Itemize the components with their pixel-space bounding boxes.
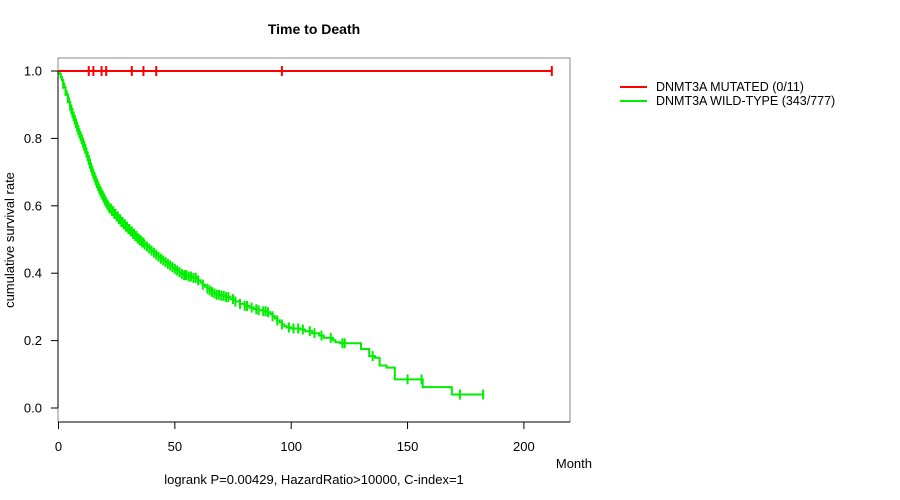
censor-marks-wild-type <box>62 78 485 400</box>
x-tick-label: 200 <box>513 439 535 454</box>
y-tick-label: 1.0 <box>24 64 42 79</box>
y-tick-label: 0.0 <box>24 401 42 416</box>
x-axis-label: Month <box>555 456 592 471</box>
chart-title: Time to Death <box>267 21 361 37</box>
legend-item-mutated: DNMT3A MUTATED (0/11) <box>620 79 835 94</box>
x-tick-label: 150 <box>397 439 419 454</box>
x-tick-label: 50 <box>168 439 182 454</box>
x-tick-label: 0 <box>55 439 62 454</box>
legend-line-swatch-green <box>620 99 647 102</box>
y-tick-label: 0.6 <box>24 198 42 213</box>
stats-footnote: logrank P=0.00429, HazardRatio>10000, C-… <box>164 472 464 487</box>
survival-curve-wild-type <box>58 70 484 396</box>
legend-item-wild-type: DNMT3A WILD-TYPE (343/777) <box>620 93 836 108</box>
censor-marks-mutated <box>87 66 553 76</box>
y-tick-label: 0.8 <box>24 131 42 146</box>
y-tick-label: 0.4 <box>24 266 42 281</box>
legend-label-mutated: DNMT3A MUTATED (0/11) <box>656 79 804 94</box>
legend: DNMT3A MUTATED (0/11) DNMT3A WILD-TYPE (… <box>620 80 835 108</box>
x-tick-label: 100 <box>280 439 302 454</box>
legend-line-swatch-red <box>620 85 647 88</box>
legend-label-wild-type: DNMT3A WILD-TYPE (343/777) <box>656 93 836 108</box>
y-tick-label: 0.2 <box>24 333 42 348</box>
